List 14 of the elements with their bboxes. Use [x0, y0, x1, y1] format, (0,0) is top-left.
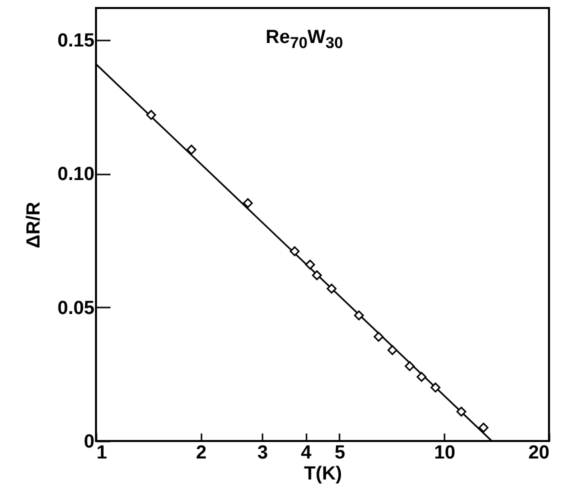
- x-tick-label: 3: [257, 442, 268, 464]
- x-tick-label: 5: [334, 442, 346, 464]
- x-tick-label: 2: [196, 442, 207, 464]
- y-tick-label: 0.05: [58, 298, 95, 319]
- x-tick-label: 1: [96, 442, 108, 464]
- x-tick-label: 20: [528, 442, 550, 464]
- x-axis-title: T(K): [304, 464, 342, 484]
- x-tick-label: 4: [300, 442, 312, 464]
- x-tick-label: 10: [434, 442, 456, 464]
- y-tick-label: 0.15: [58, 30, 95, 52]
- y-tick-label: 0: [84, 432, 94, 452]
- y-tick-label: 0.10: [58, 164, 94, 186]
- y-axis-title: ΔR/R: [24, 202, 45, 248]
- annotation: Re$_{70}$W$_{30}$: [266, 28, 344, 54]
